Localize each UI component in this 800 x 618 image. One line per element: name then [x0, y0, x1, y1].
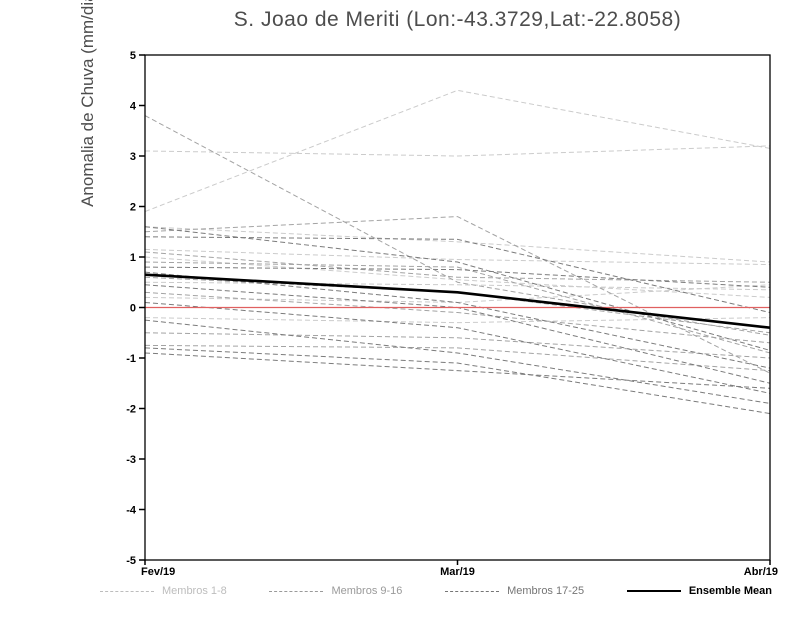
member-line [144, 145, 771, 157]
legend-line-sample [269, 590, 324, 592]
legend-label: Membros 9-16 [331, 585, 403, 597]
legend-item-ensemble-mean: Ensemble Mean [626, 585, 772, 597]
legend-item-members-17-25: Membros 17-25 [445, 585, 584, 597]
member-line [144, 226, 771, 351]
member-line [144, 332, 771, 359]
member-line [144, 344, 771, 372]
legend-item-members-9-16: Membros 9-16 [269, 585, 402, 597]
legend-line-sample [100, 590, 154, 592]
member-line [144, 266, 771, 288]
member-line [144, 319, 771, 404]
x-tick-label: Fev/19 [141, 566, 175, 578]
y-tick-label: 4 [130, 101, 137, 113]
member-line [144, 248, 771, 266]
member-line [144, 236, 771, 314]
x-tick-label: Abr/19 [744, 566, 778, 578]
legend-label: Membros 17-25 [507, 585, 585, 597]
member-line [144, 291, 771, 344]
y-tick-label: 1 [130, 252, 136, 264]
y-tick-label: -2 [126, 404, 136, 416]
member-line [144, 352, 771, 389]
member-line [144, 226, 771, 263]
member-line [144, 251, 771, 283]
member-line [144, 256, 771, 298]
legend-line-sample [445, 590, 500, 592]
y-tick-label: -4 [126, 505, 137, 517]
legend-label: Ensemble Mean [688, 585, 772, 597]
chart-title: S. Joao de Meriti (Lon:-43.3729,Lat:-22.… [233, 8, 682, 31]
y-tick-label: -3 [126, 454, 136, 466]
y-tick-label: 2 [130, 202, 136, 214]
member-line [144, 115, 771, 336]
member-line [144, 271, 771, 369]
member-line [144, 261, 771, 354]
legend: Membros 1-8 Membros 9-16 Membros 17-25 E… [100, 585, 772, 597]
member-line [144, 276, 771, 334]
legend-line-sample [626, 590, 681, 592]
ensemble-mean-line [144, 273, 771, 329]
member-line [144, 216, 771, 374]
x-tick-label: Mar/19 [440, 566, 475, 578]
legend-label: Membros 1-8 [162, 585, 227, 597]
y-tick-label: 3 [130, 151, 136, 163]
member-line [144, 347, 771, 415]
member-line [144, 281, 771, 291]
y-tick-label: -1 [126, 353, 136, 365]
y-tick-label: 0 [130, 303, 136, 315]
member-line [144, 301, 771, 394]
y-tick-label: 5 [130, 50, 136, 62]
legend-item-members-1-8: Membros 1-8 [100, 585, 227, 597]
y-tick-label: -5 [126, 555, 136, 567]
member-line [144, 89, 771, 213]
